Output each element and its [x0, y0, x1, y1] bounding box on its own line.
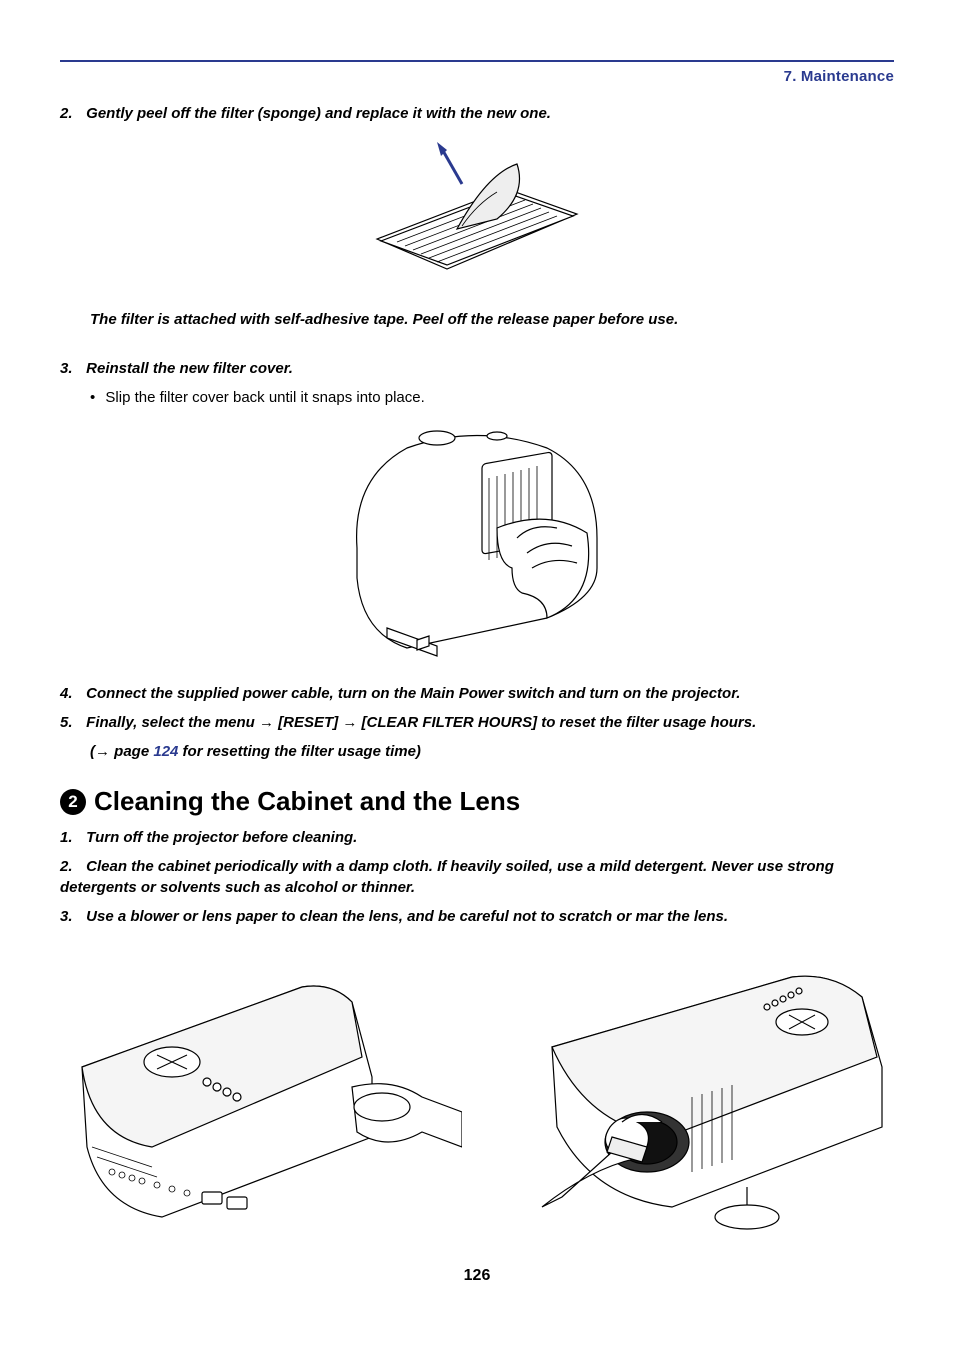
sub-c: for resetting the filter usage time) — [178, 743, 421, 760]
figure-filter-tray — [60, 134, 894, 289]
clean-step-3: 3. Use a blower or lens paper to clean t… — [60, 906, 894, 927]
step-4-num: 4. — [60, 683, 82, 704]
section-2-heading: 2 Cleaning the Cabinet and the Lens — [60, 786, 894, 817]
step-2: 2. Gently peel off the filter (sponge) a… — [60, 103, 894, 124]
clean-3-text: Use a blower or lens paper to clean the … — [86, 908, 728, 925]
step-5-num: 5. — [60, 712, 82, 733]
chapter-label: 7. Maintenance — [60, 68, 894, 85]
step-5: 5. Finally, select the menu → [RESET] → … — [60, 712, 894, 733]
step-5-sub: (→ page 124 for resetting the filter usa… — [90, 741, 894, 762]
sub-b: page — [110, 743, 153, 760]
sub-arrow: → — [95, 743, 110, 760]
step-4-text: Connect the supplied power cable, turn o… — [86, 685, 740, 702]
step-3-bullet: Slip the filter cover back until it snap… — [106, 387, 894, 408]
step-5-text-a: Finally, select the menu — [86, 714, 259, 731]
step-5-clear: [CLEAR FILTER HOURS] to reset the filter… — [357, 714, 756, 731]
step-3-text: Reinstall the new filter cover. — [86, 360, 293, 377]
circled-2-icon: 2 — [60, 789, 86, 815]
clean-2-num: 2. — [60, 856, 82, 877]
clean-step-2: 2. Clean the cabinet periodically with a… — [60, 856, 894, 898]
page-number: 126 — [60, 1267, 894, 1285]
step-3-num: 3. — [60, 358, 82, 379]
step-2-num: 2. — [60, 103, 82, 124]
step-2-text: Gently peel off the filter (sponge) and … — [86, 105, 551, 122]
section-2-title: Cleaning the Cabinet and the Lens — [94, 786, 520, 817]
clean-step-1: 1. Turn off the projector before cleanin… — [60, 827, 894, 848]
clean-1-text: Turn off the projector before cleaning. — [86, 829, 357, 846]
lens-cleaning-illustration — [492, 947, 892, 1237]
note-adhesive: The filter is attached with self-adhesiv… — [90, 309, 894, 330]
filter-tray-illustration — [367, 134, 587, 284]
cabinet-cleaning-illustration — [62, 947, 462, 1237]
figure-row-bottom — [60, 947, 894, 1237]
step-3: 3. Reinstall the new filter cover. — [60, 358, 894, 379]
clean-3-num: 3. — [60, 906, 82, 927]
arrow-2: → — [342, 714, 357, 731]
figure-filter-cover — [60, 418, 894, 663]
header-rule — [60, 60, 894, 62]
page-ref-link[interactable]: 124 — [153, 743, 178, 760]
clean-1-num: 1. — [60, 827, 82, 848]
arrow-1: → — [259, 714, 274, 731]
step-5-reset: [RESET] — [274, 714, 342, 731]
step-4: 4. Connect the supplied power cable, tur… — [60, 683, 894, 704]
clean-2-text: Clean the cabinet periodically with a da… — [60, 858, 834, 896]
filter-cover-illustration — [347, 418, 607, 658]
